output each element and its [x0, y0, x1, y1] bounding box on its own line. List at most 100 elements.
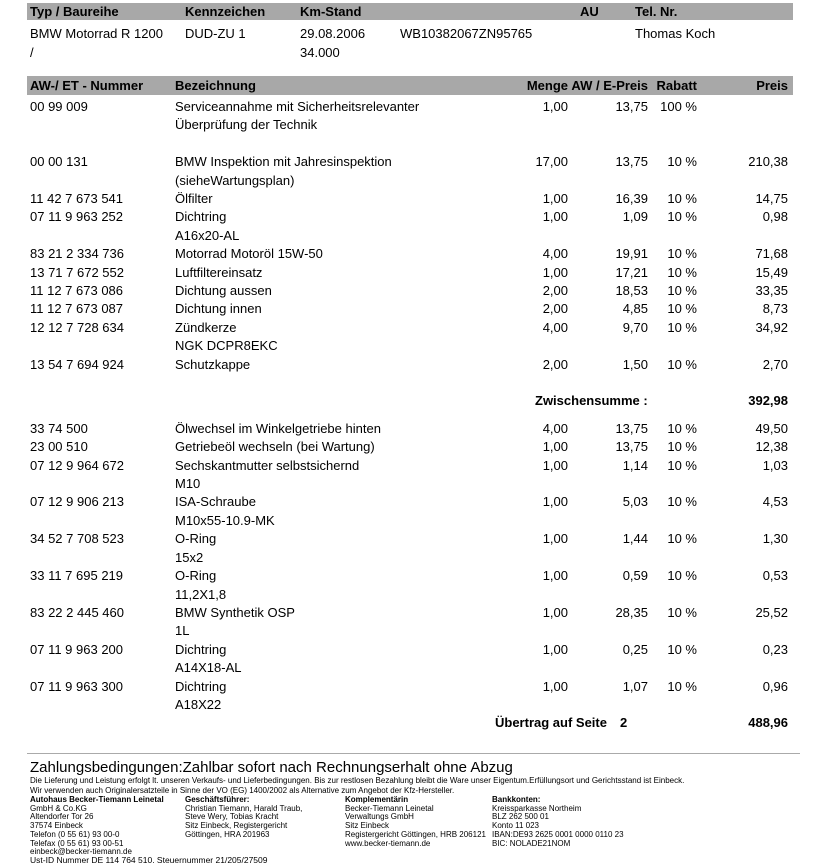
line-item-row: 33 11 7 695 219 O-Ring 11,2X1,8 1,00 0,59 10 … — [27, 567, 793, 604]
footer-column-line: Becker-Tiemann Leinetal — [345, 803, 434, 813]
item-description: Ölwechsel im Winkelgetriebe hinten — [175, 420, 505, 438]
item-description: Dichtring A18X22 — [175, 678, 505, 715]
footer-column-line: Altendorfer Tor 26 — [30, 812, 94, 822]
item-description: Serviceannahme mit Sicherheitsrelevanter… — [175, 98, 505, 135]
line-item-row: 33 74 500 Ölwechsel im Winkelgetriebe hin… — [27, 420, 793, 438]
item-description: Motorrad Motoröl 15W-50 — [175, 245, 505, 263]
item-unit-price: 13,75 — [615, 439, 648, 455]
item-price: 8,73 — [762, 301, 788, 317]
line-item-row: 23 00 510 Getriebeöl wechseln (bei Wartun… — [27, 438, 793, 456]
label-km-stand: Km-Stand — [300, 4, 362, 19]
item-number: 13 54 7 694 924 — [30, 356, 124, 372]
item-qty: 1,00 — [542, 209, 568, 225]
item-price: 1,03 — [762, 457, 788, 473]
item-number: 00 00 131 — [30, 154, 88, 170]
line-item-row: 13 54 7 694 924 Schutzkappe 2,00 1,50 10 % 2,… — [27, 356, 793, 374]
item-description: BMW Inspektion mit Jahresinspektion (sieh… — [175, 153, 505, 190]
item-discount: 10 % — [667, 641, 697, 657]
subtotal-value: 392,98 — [748, 393, 788, 409]
item-qty: 2,00 — [542, 301, 568, 317]
footer-column-line: BIC: NOLADE21NOM — [492, 838, 571, 848]
item-qty: 2,00 — [542, 283, 568, 299]
line-item-row: 13 71 7 672 552 Luftfiltereinsatz 1,00 17,2… — [27, 264, 793, 282]
column-header-description: Bezeichnung — [175, 78, 256, 93]
item-price — [697, 98, 793, 135]
footer-column-title: Autohaus Becker-Tiemann Leinetal — [30, 795, 164, 804]
carryover-page: 2 — [620, 715, 628, 731]
footer-column-line: www.becker-tiemann.de — [345, 838, 431, 848]
footer-column-line: Telefon (0 55 61) 93 00-0 — [30, 829, 120, 839]
item-description-line2: A16x20-AL — [175, 227, 240, 243]
vehicle-km-date: 29.08.2006 — [300, 26, 366, 41]
item-discount: 10 % — [667, 356, 697, 372]
item-price: 0,96 — [762, 678, 788, 694]
vehicle-type-line1: BMW Motorrad R 1200 — [30, 26, 163, 41]
item-discount: 10 % — [667, 191, 697, 207]
footer-column-banks: Bankkonten: Kreissparkasse Northeim BLZ 26… — [492, 795, 624, 848]
footer-column-line: Registergericht Göttingen, HRB 206121 — [345, 829, 486, 839]
item-qty: 1,00 — [542, 191, 568, 207]
footer-column-title: Geschäftsführer: — [185, 795, 250, 804]
contact-name: Thomas Koch — [635, 26, 716, 41]
item-description-line1: Dichtring — [175, 641, 227, 657]
line-item-row: 00 99 009 Serviceannahme mit Sicherheitsr… — [27, 98, 793, 135]
item-price: 34,92 — [755, 319, 788, 335]
item-description-line2: NGK DCPR8EKC — [175, 338, 278, 354]
line-item-row: 00 00 131 BMW Inspektion mit Jahresinspek… — [27, 153, 793, 190]
item-qty: 2,00 — [542, 356, 568, 372]
item-number: 00 99 009 — [30, 99, 88, 114]
item-description-line1: Dichtung aussen — [175, 283, 272, 299]
footer-column-line: Christian Tiemann, Harald Traub, — [185, 803, 303, 813]
subtotal-row: Zwischensumme : 392,98 — [27, 392, 793, 410]
item-price: 14,75 — [755, 191, 788, 207]
line-items-part1: 00 99 009 Serviceannahme mit Sicherheitsr… — [27, 98, 793, 374]
item-discount: 10 % — [667, 678, 697, 694]
footer-column-line: IBAN:DE93 2625 0001 0000 0110 23 — [492, 829, 624, 839]
line-item-row: 83 21 2 334 736 Motorrad Motoröl 15W-50 4,… — [27, 245, 793, 263]
column-header-qty: Menge — [526, 78, 568, 93]
line-items-area: 00 99 009 Serviceannahme mit Sicherheitsr… — [27, 98, 793, 733]
payment-terms-heading: Zahlungsbedingungen:Zahlbar sofort nach … — [30, 759, 513, 776]
item-description-line2: (sieheWartungsplan) — [175, 172, 295, 188]
item-description-line1: Dichtring — [175, 209, 227, 225]
item-discount: 10 % — [667, 439, 697, 455]
item-description-line1: O-Ring — [175, 568, 217, 584]
item-unit-price: 28,35 — [615, 604, 648, 620]
item-discount: 10 % — [667, 264, 697, 280]
item-price: 1,30 — [762, 531, 788, 547]
line-item-row: 07 11 9 963 252 Dichtring A16x20-AL 1,00 1,0… — [27, 208, 793, 245]
line-item-row: 07 11 9 963 300 Dichtring A18X22 1,00 1,07 10… — [27, 678, 793, 715]
column-header-number: AW-/ ET - Nummer — [30, 78, 144, 93]
item-description-line1: BMW Synthetik OSP — [175, 604, 295, 620]
tax-id-line: Ust-ID Nummer DE 114 764 510. Steuernumm… — [30, 855, 268, 865]
item-number: 07 11 9 963 252 — [30, 209, 124, 225]
label-tel-nr: Tel. Nr. — [635, 4, 678, 19]
item-unit-price: 1,09 — [622, 209, 648, 225]
invoice-footer: Zahlungsbedingungen:Zahlbar sofort nach … — [27, 753, 800, 865]
item-description: Ölfilter — [175, 190, 505, 208]
column-header-discount: Rabatt — [656, 78, 697, 93]
item-unit-price: 0,25 — [622, 641, 648, 657]
footer-column-line: Sitz Einbeck, Registergericht — [185, 821, 288, 831]
item-qty: 4,00 — [542, 420, 568, 436]
item-description-line1: Dichtring — [175, 678, 227, 694]
item-discount: 10 % — [667, 209, 697, 225]
item-unit-price: 9,70 — [622, 319, 648, 335]
item-qty: 1,00 — [542, 494, 568, 510]
footer-column-company: Autohaus Becker-Tiemann Leinetal GmbH & C… — [30, 795, 164, 857]
item-unit-price: 1,50 — [622, 356, 648, 372]
vehicle-km-value: 34.000 — [300, 45, 340, 60]
label-typ-baureihe: Typ / Baureihe — [30, 4, 119, 19]
item-qty: 17,00 — [535, 154, 568, 170]
item-price: 25,52 — [755, 604, 788, 620]
item-number: 07 12 9 906 213 — [30, 494, 124, 510]
item-unit-price: 4,85 — [622, 301, 648, 317]
vehicle-header-bar: Typ / Baureihe Kennzeichen Km-Stand AU T… — [27, 3, 793, 20]
item-number: 11 12 7 673 086 — [30, 283, 124, 299]
table-header-bar: AW-/ ET - Nummer Bezeichnung Menge AW / … — [27, 76, 793, 95]
item-unit-price: 1,14 — [622, 457, 648, 473]
item-price: 2,70 — [762, 356, 788, 372]
item-number: 07 12 9 964 672 — [30, 457, 124, 473]
item-description: Dichtung aussen — [175, 282, 505, 300]
